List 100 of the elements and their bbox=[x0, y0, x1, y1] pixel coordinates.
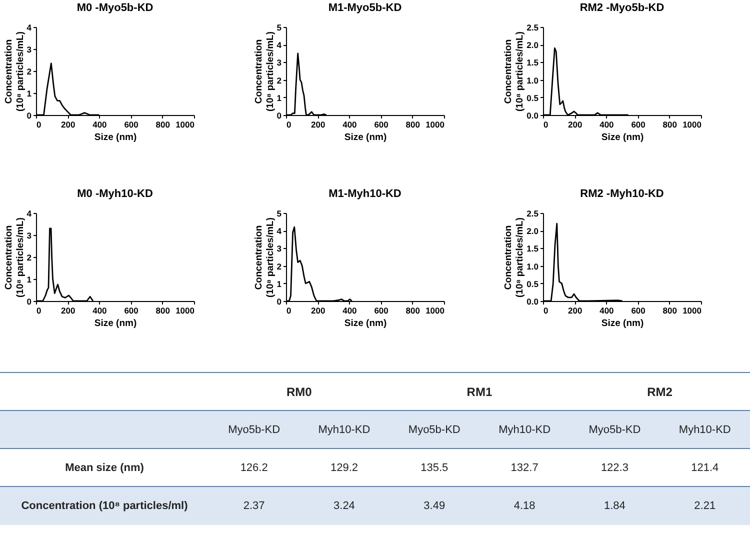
text: 3.49 bbox=[389, 486, 480, 524]
x-tick-label: 600 bbox=[374, 306, 389, 316]
y-tick-label: 3 bbox=[276, 58, 282, 68]
y-tick-label: 4 bbox=[26, 208, 32, 218]
y-tick-label: 3 bbox=[276, 244, 282, 254]
chart-title: M0 -Myh10-KD bbox=[77, 188, 153, 200]
x-tick-label: 600 bbox=[374, 120, 389, 130]
text: 4.18 bbox=[479, 486, 570, 524]
text: 135.5 bbox=[389, 448, 480, 486]
x-axis-title: Size (nm) bbox=[344, 132, 387, 143]
text: 126.2 bbox=[209, 448, 300, 486]
y-tick-label: 2.0 bbox=[526, 226, 539, 236]
y-tick-label: 2 bbox=[26, 252, 32, 262]
x-tick-label: 400 bbox=[600, 306, 614, 316]
x-tick-label: 600 bbox=[124, 120, 139, 130]
y-tick-label: 1.0 bbox=[526, 75, 539, 86]
y-tick-label: 5 bbox=[276, 208, 282, 218]
text: 2.21 bbox=[660, 486, 750, 524]
y-axis-title: Concentration (10⁸ particles/mL) bbox=[503, 218, 526, 298]
x-tick-label: 0 bbox=[36, 120, 42, 130]
x-tick-label: 1000 bbox=[426, 306, 445, 316]
x-tick-label: 400 bbox=[92, 306, 108, 316]
x-tick-label: 400 bbox=[92, 120, 108, 130]
x-axis-title: Size (nm) bbox=[344, 318, 387, 329]
x-tick-label: 1000 bbox=[682, 306, 702, 316]
y-axis-title: Concentration (10⁸ particles/mL) bbox=[253, 32, 276, 112]
text: Myo5b-KD bbox=[389, 410, 480, 448]
x-tick-label: 1000 bbox=[682, 120, 702, 130]
x-axis-title: Size (nm) bbox=[601, 318, 644, 329]
x-tick-label: 0 bbox=[36, 306, 42, 316]
y-tick-label: 4 bbox=[26, 22, 32, 32]
y-tick-label: 3 bbox=[26, 230, 32, 240]
text: Mean size (nm) bbox=[0, 448, 209, 486]
chart-title: M1-Myo5b-KD bbox=[328, 2, 402, 14]
text: 3.24 bbox=[299, 486, 390, 524]
x-tick-label: 200 bbox=[61, 306, 76, 316]
x-tick-label: 200 bbox=[568, 120, 582, 130]
y-tick-label: 0.0 bbox=[526, 110, 539, 120]
text: 121.4 bbox=[660, 448, 750, 486]
text: 132.7 bbox=[479, 448, 570, 486]
x-tick-label: 0 bbox=[544, 306, 548, 316]
chart-title: M0 -Myo5b-KD bbox=[76, 2, 154, 14]
x-tick-label: 400 bbox=[342, 306, 358, 316]
x-tick-label: 1000 bbox=[176, 306, 195, 316]
x-tick-label: 200 bbox=[568, 306, 582, 316]
x-axis-title: Size (nm) bbox=[601, 132, 644, 143]
y-tick-label: 2 bbox=[276, 261, 282, 272]
y-tick-label: 0.0 bbox=[526, 296, 539, 306]
text: Myh10-KD bbox=[299, 410, 390, 448]
y-tick-label: 0 bbox=[276, 110, 282, 120]
y-axis-title: Concentration (10⁸ particles/mL) bbox=[3, 32, 26, 112]
x-tick-label: 800 bbox=[156, 306, 170, 316]
x-tick-label: 800 bbox=[662, 306, 678, 316]
x-tick-label: 600 bbox=[124, 306, 139, 316]
text: RM2 bbox=[646, 384, 674, 400]
y-tick-label: 2.5 bbox=[526, 22, 539, 32]
y-tick-label: 2 bbox=[276, 75, 282, 86]
text: RM1 bbox=[466, 384, 494, 400]
text: 129.2 bbox=[299, 448, 390, 486]
y-tick-label: 0 bbox=[276, 296, 282, 306]
y-tick-label: 0.5 bbox=[526, 92, 539, 103]
x-tick-label: 200 bbox=[311, 306, 326, 316]
text: 2.37 bbox=[209, 486, 300, 524]
text: Concentration (10⁸ particles/ml) bbox=[0, 486, 209, 524]
x-tick-label: 1000 bbox=[426, 120, 445, 130]
y-tick-label: 1 bbox=[26, 274, 32, 284]
text: Myh10-KD bbox=[479, 410, 570, 448]
x-tick-label: 800 bbox=[406, 120, 420, 130]
y-tick-label: 1.0 bbox=[526, 261, 539, 272]
x-tick-label: 1000 bbox=[176, 120, 195, 130]
y-tick-label: 1.5 bbox=[526, 244, 539, 254]
x-tick-label: 800 bbox=[156, 120, 170, 130]
x-tick-label: 200 bbox=[61, 120, 76, 130]
x-tick-label: 400 bbox=[342, 120, 358, 130]
x-tick-label: 0 bbox=[544, 120, 548, 130]
x-tick-label: 0 bbox=[286, 120, 292, 130]
x-axis-title: Size (nm) bbox=[94, 318, 137, 329]
y-tick-label: 0.5 bbox=[526, 278, 539, 289]
y-tick-label: 1 bbox=[26, 88, 32, 98]
x-tick-label: 200 bbox=[311, 120, 326, 130]
y-tick-label: 4 bbox=[276, 226, 282, 236]
y-tick-label: 2 bbox=[26, 66, 32, 76]
chart-title: RM2 -Myh10-KD bbox=[580, 188, 664, 200]
text: 122.3 bbox=[570, 448, 660, 486]
x-tick-label: 600 bbox=[631, 120, 646, 130]
x-tick-label: 400 bbox=[600, 120, 614, 130]
y-tick-label: 4 bbox=[276, 40, 282, 50]
y-tick-label: 1 bbox=[276, 278, 282, 289]
x-tick-label: 800 bbox=[406, 306, 420, 316]
x-tick-label: 800 bbox=[662, 120, 678, 130]
y-axis-title: Concentration (10⁸ particles/mL) bbox=[503, 32, 526, 112]
y-tick-label: 5 bbox=[276, 22, 282, 32]
x-tick-label: 600 bbox=[631, 306, 646, 316]
x-tick-label: 0 bbox=[286, 306, 292, 316]
y-tick-label: 1.5 bbox=[526, 58, 539, 68]
y-tick-label: 0 bbox=[26, 296, 32, 306]
text: RM0 bbox=[285, 384, 313, 400]
y-tick-label: 0 bbox=[26, 110, 32, 120]
text: Myo5b-KD bbox=[570, 410, 660, 448]
text: 1.84 bbox=[570, 486, 660, 524]
